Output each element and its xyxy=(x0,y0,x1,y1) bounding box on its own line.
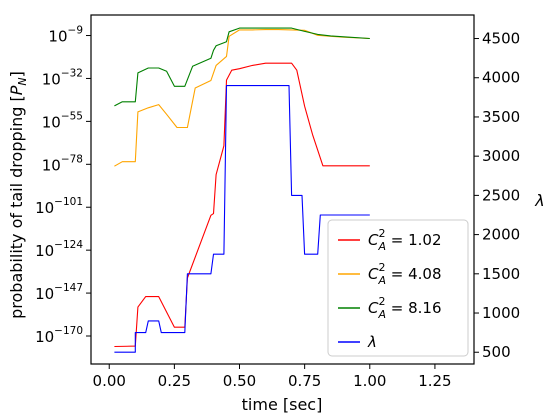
y-right-tick-label: 3500 xyxy=(482,108,520,126)
y-left-tick-label: 10−170 xyxy=(35,325,83,346)
y-axis-left: 10−9 10−32 10−55 10−78 10−101 10−124 10−147 10−… xyxy=(35,25,91,346)
x-tick-label: 1.00 xyxy=(353,372,386,390)
plot-frame xyxy=(90,14,475,365)
y-right-tick-label: 4500 xyxy=(482,30,520,48)
legend-label-3: C2 A = 8.16 xyxy=(368,295,442,321)
x-tick-label: 0.00 xyxy=(93,372,126,390)
series-line-3 xyxy=(114,27,370,107)
series-line-2 xyxy=(114,29,370,167)
y-axis-right-label: λ xyxy=(534,191,544,210)
series-line-1 xyxy=(114,62,370,348)
y-left-tick-label: 10−32 xyxy=(42,67,83,88)
legend-label-1: C2 A = 1.02 xyxy=(368,227,442,253)
y-right-tick-label: 2000 xyxy=(482,226,520,244)
y-right-tick-label: 500 xyxy=(482,343,511,361)
x-axis: 0.00 0.25 0.50 0.75 1.00 1.25 xyxy=(93,364,452,390)
x-axis-label: time [sec] xyxy=(242,395,323,414)
y-left-tick-label: 10−78 xyxy=(42,153,83,174)
y-left-tick-label: 10−101 xyxy=(35,196,83,217)
legend-box xyxy=(327,219,469,357)
x-tick-label: 0.75 xyxy=(288,372,321,390)
x-tick-label: 0.25 xyxy=(158,372,191,390)
legend: C2 A = 1.02 C2 A = 4.08 C2 A = 8.16 λ xyxy=(327,219,469,357)
y-left-tick-label: 10−124 xyxy=(35,239,83,260)
y-axis-left-label: probability of tail dropping [PN] xyxy=(7,71,29,319)
y-left-tick-label: 10−55 xyxy=(42,110,83,131)
y-right-tick-label: 1000 xyxy=(482,304,520,322)
legend-label-4: λ xyxy=(367,333,377,351)
x-tick-label: 1.25 xyxy=(418,372,451,390)
series-line-4 xyxy=(114,85,370,353)
y-left-tick-label: 10−9 xyxy=(48,25,83,46)
y-left-tick-label: 10−147 xyxy=(35,282,83,303)
y-right-tick-label: 4000 xyxy=(482,69,520,87)
y-right-tick-label: 2500 xyxy=(482,186,520,204)
y-right-tick-label: 1500 xyxy=(482,265,520,283)
plot-lines xyxy=(114,27,370,353)
x-tick-label: 0.50 xyxy=(223,372,256,390)
y-axis-right: 500 1000 1500 2000 2500 3000 3500 4000 4500 xyxy=(474,30,520,361)
y-right-tick-label: 3000 xyxy=(482,147,520,165)
legend-label-2: C2 A = 4.08 xyxy=(368,261,442,287)
